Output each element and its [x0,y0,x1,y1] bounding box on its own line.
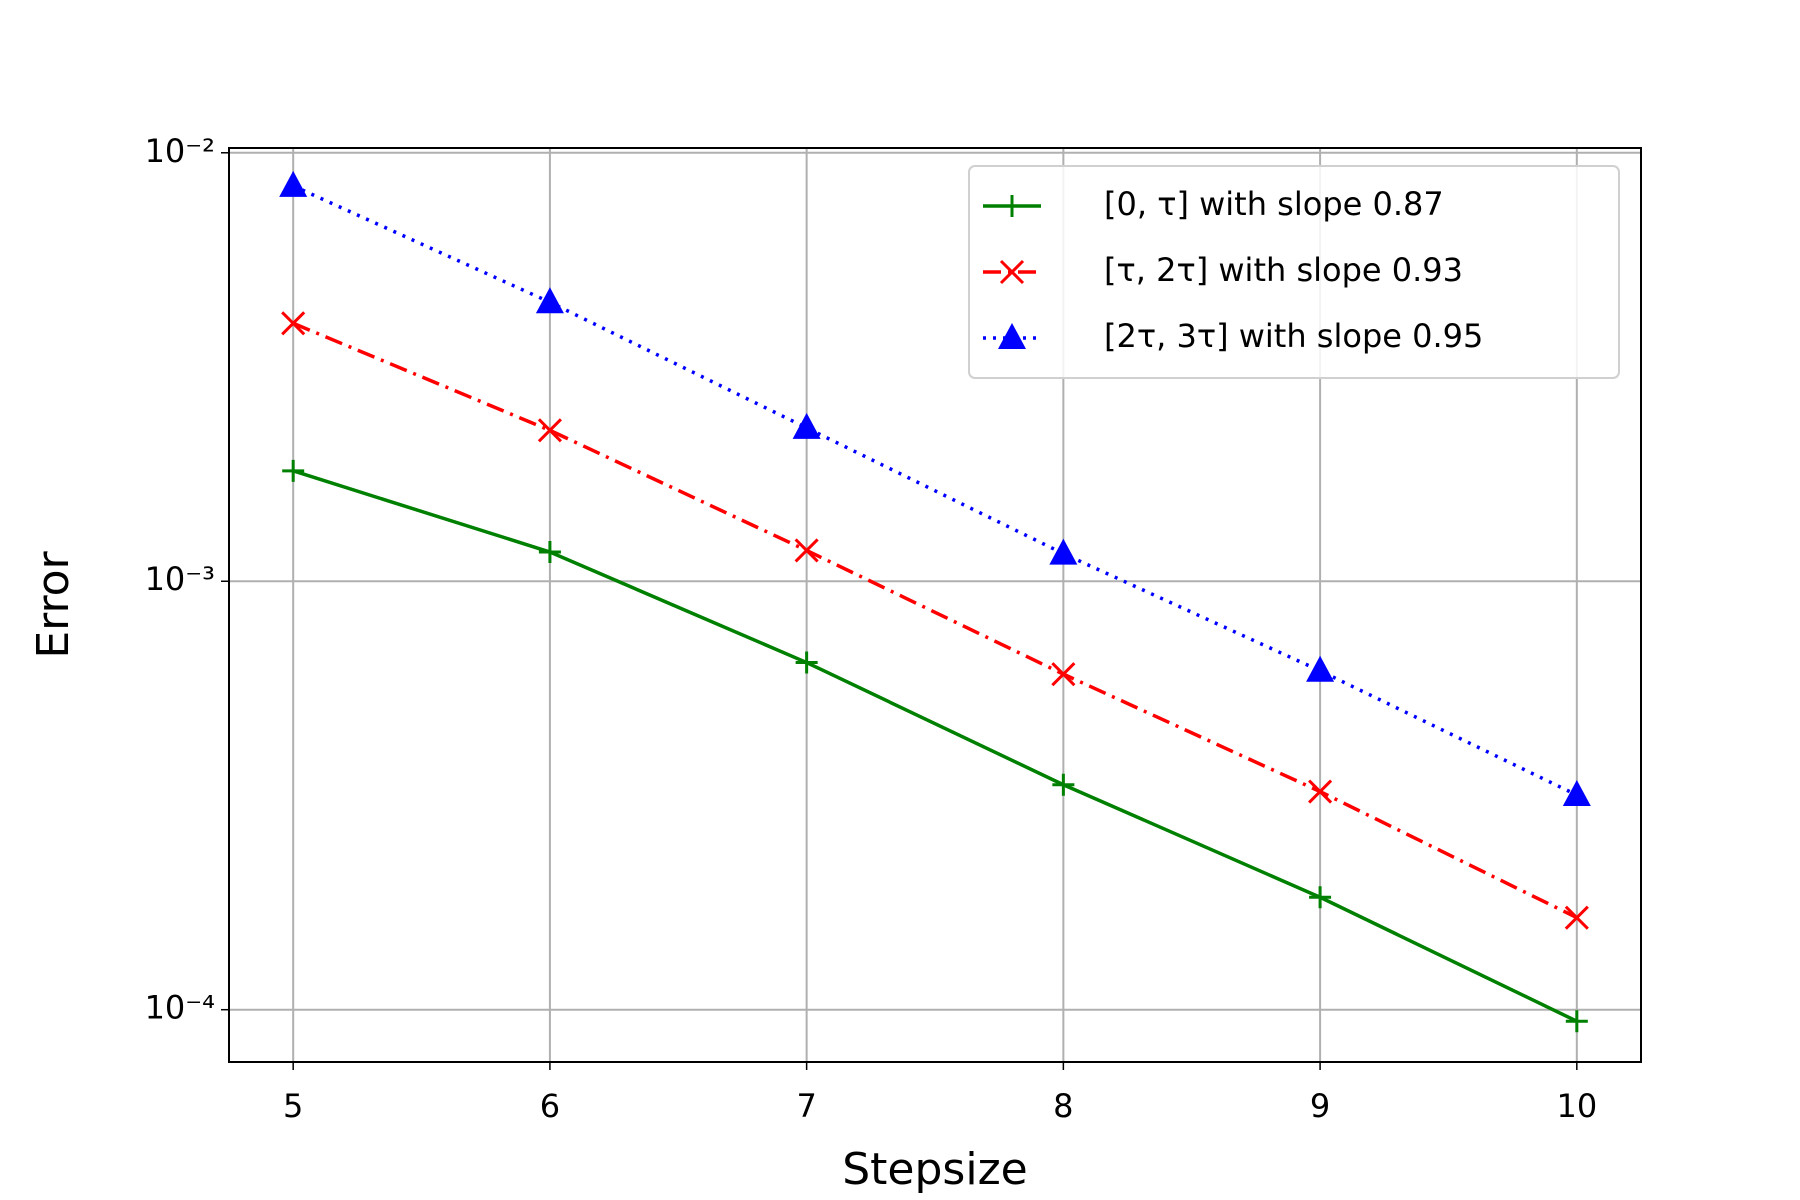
marker [1306,655,1335,682]
legend-box [968,165,1620,379]
marker [282,459,305,482]
y-tick-label: 10⁻³ [145,560,215,598]
x-tick-label: 9 [1310,1087,1330,1125]
marker [1565,1010,1588,1033]
x-tick-label: 7 [796,1087,816,1125]
series-line [292,469,1578,1023]
marker [538,541,561,564]
marker [795,651,818,674]
marker [1309,886,1332,909]
legend-marker [999,259,1025,285]
legend-label: [τ, 2τ] with slope 0.93 [1104,251,1463,289]
marker [1049,538,1078,565]
x-tick-label: 10 [1556,1087,1597,1125]
marker [1564,905,1589,930]
y-axis-label: Error [28,550,79,658]
legend-marker [998,323,1026,349]
y-tick-label: 10⁻⁴ [145,989,215,1027]
series-line [292,184,1578,797]
x-tick-label: 8 [1053,1087,1073,1125]
marker [537,418,562,443]
marker [281,311,306,336]
marker [1052,773,1075,796]
plot-frame [228,147,1642,1063]
y-tick-label: 10⁻² [145,132,215,170]
legend-label: [0, τ] with slope 0.87 [1104,185,1444,223]
series-line [292,321,1578,920]
marker [1308,779,1333,804]
marker [792,412,821,439]
marker [1562,780,1591,807]
marker [1051,662,1076,687]
x-axis-label: Stepsize [842,1144,1028,1195]
x-tick-label: 5 [283,1087,303,1125]
x-tick-label: 6 [540,1087,560,1125]
legend: [0, τ] with slope 0.87 [τ, 2τ] with slope… [968,165,1620,379]
marker [535,287,564,314]
legend-marker [1001,195,1023,217]
legend-label: [2τ, 3τ] with slope 0.95 [1104,317,1483,355]
marker [279,170,308,197]
marker [794,538,819,563]
